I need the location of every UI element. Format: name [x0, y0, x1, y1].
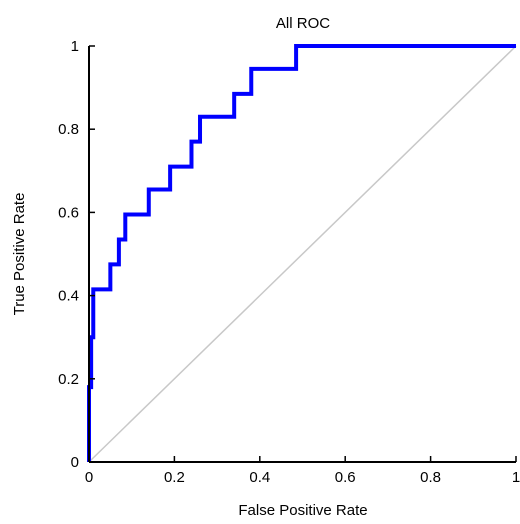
- plot-area: [87, 44, 517, 463]
- y-tick-label: 0.6: [58, 204, 79, 221]
- y-tick-label: 1: [71, 38, 79, 55]
- y-tick-label: 0.4: [58, 288, 79, 305]
- x-tick-label: 0.2: [164, 469, 185, 486]
- y-tick-label: 0: [71, 454, 79, 471]
- y-axis-title: True Positive Rate: [11, 193, 28, 316]
- chance-diagonal-line: [88, 45, 517, 463]
- x-tick-label: 0.4: [249, 469, 270, 486]
- roc-curve-line: [87, 44, 516, 462]
- y-tick-label: 0.8: [58, 121, 79, 138]
- axes: [88, 45, 517, 463]
- x-tick-label: 0.8: [420, 469, 441, 486]
- y-tick-label: 0.2: [58, 371, 79, 388]
- x-axis-title: False Positive Rate: [238, 502, 367, 519]
- x-tick-label: 1: [512, 469, 520, 486]
- tick-labels: 0 0.2 0.4 0.6 0.8 1 0 0.2 0.4 0.6 0.8 1: [58, 38, 520, 486]
- x-tick-label: 0.6: [335, 469, 356, 486]
- chart-title: All ROC: [276, 15, 330, 32]
- x-tick-label: 0: [85, 469, 93, 486]
